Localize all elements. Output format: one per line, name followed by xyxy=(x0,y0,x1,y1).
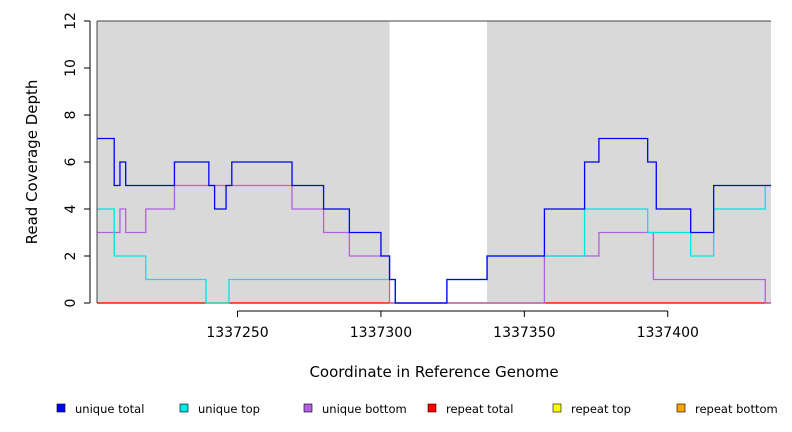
y-tick-label: 8 xyxy=(63,111,79,120)
legend-label: repeat top xyxy=(571,402,631,416)
legend-label: unique bottom xyxy=(322,402,407,416)
legend-swatch xyxy=(303,403,313,413)
y-tick-label: 0 xyxy=(63,299,79,308)
x-axis: 1337250 1337300 1337350 1337400 xyxy=(206,310,699,341)
legend-swatch xyxy=(56,403,66,413)
x-axis-title: Coordinate in Reference Genome xyxy=(309,363,558,381)
x-tick-label: 1337350 xyxy=(493,325,555,341)
legend-item-repeat-total: repeat total xyxy=(427,402,513,416)
legend-label: repeat bottom xyxy=(695,402,778,416)
legend-swatch xyxy=(552,403,562,413)
legend-label: repeat total xyxy=(446,402,513,416)
legend-swatch xyxy=(427,403,437,413)
legend-item-unique-total: unique total xyxy=(56,402,144,416)
legend-label: unique total xyxy=(75,402,144,416)
legend-item-repeat-top: repeat top xyxy=(552,402,631,416)
legend: unique total unique top unique bottom repea… xyxy=(56,402,778,416)
legend-swatch xyxy=(179,403,189,413)
legend-swatch xyxy=(676,403,686,413)
x-tick-label: 1337400 xyxy=(637,325,699,341)
shaded-region-2 xyxy=(487,21,771,303)
x-tick-label: 1337250 xyxy=(206,325,268,341)
legend-item-unique-top: unique top xyxy=(179,402,260,416)
y-axis-title: Read Coverage Depth xyxy=(23,80,41,245)
legend-label: unique top xyxy=(198,402,260,416)
x-tick-label: 1337300 xyxy=(350,325,412,341)
y-tick-label: 4 xyxy=(63,204,79,213)
y-tick-label: 2 xyxy=(63,252,79,261)
legend-item-repeat-bottom: repeat bottom xyxy=(676,402,778,416)
y-tick-label: 6 xyxy=(63,157,79,166)
y-tick-label: 10 xyxy=(63,59,79,77)
legend-item-unique-bottom: unique bottom xyxy=(303,402,407,416)
y-axis: 0 2 4 6 8 10 12 xyxy=(63,12,91,308)
series-line-unique-bottom xyxy=(97,184,771,304)
series-layer xyxy=(97,137,771,304)
series-line-unique-total xyxy=(97,137,771,304)
y-tick-label: 12 xyxy=(63,12,79,30)
